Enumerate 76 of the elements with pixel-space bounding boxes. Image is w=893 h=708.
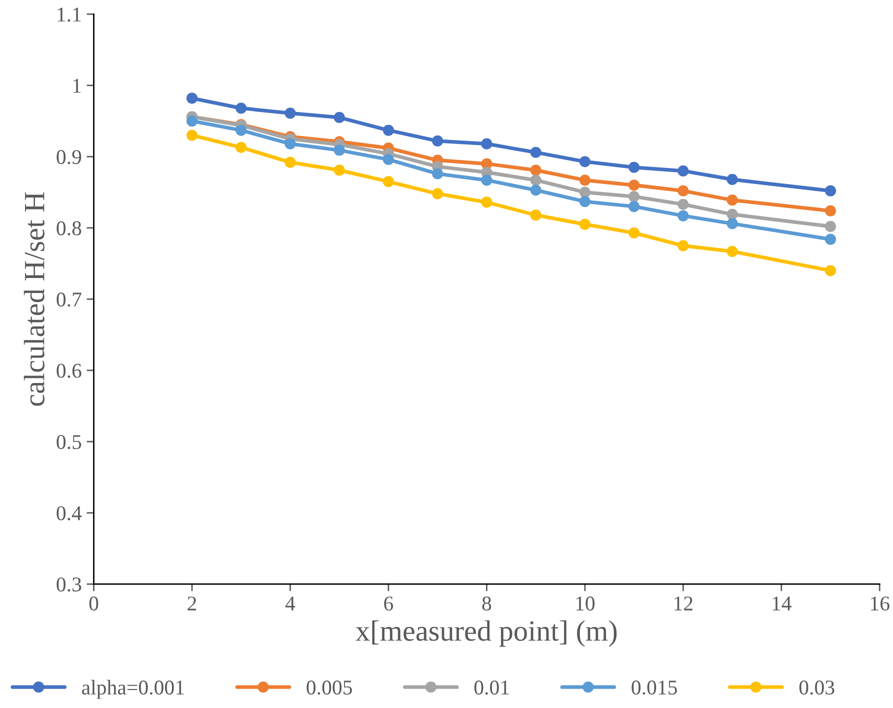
point: [481, 138, 492, 150]
point: [678, 198, 689, 210]
point: [726, 208, 738, 220]
x-tick-label: 14: [772, 596, 792, 610]
legend-label: 0.005: [306, 680, 352, 695]
point: [726, 194, 738, 206]
legend-label: 0.03: [799, 680, 834, 695]
point: [824, 185, 836, 196]
point: [530, 210, 542, 221]
point: [530, 164, 542, 176]
point: [678, 240, 689, 252]
point: [284, 108, 296, 119]
x-tick-label: 8: [482, 596, 492, 611]
point: [579, 218, 590, 230]
point: [236, 124, 247, 136]
point: [186, 130, 198, 141]
x-tick-label: 16: [871, 596, 890, 611]
x-tick-label: 4: [285, 596, 296, 610]
point: [678, 185, 689, 196]
point: [579, 196, 590, 208]
point: [236, 102, 247, 114]
point: [530, 146, 542, 158]
point: [579, 156, 590, 168]
y-tick-label: 1.1: [58, 8, 81, 22]
point: [628, 162, 640, 173]
y-tick-label: 0.5: [56, 434, 82, 450]
x-tick-label: 2: [188, 596, 196, 610]
point: [186, 115, 198, 127]
y-tick-label: 0.6: [56, 364, 82, 378]
point: [628, 190, 640, 202]
point: [824, 234, 836, 245]
point: [530, 174, 542, 186]
point: [824, 220, 836, 232]
point: [678, 165, 689, 176]
y-tick-label: 0.4: [56, 506, 82, 520]
y-tick-label: 0.7: [56, 292, 82, 307]
point: [579, 186, 590, 198]
point: [579, 174, 590, 186]
point: [432, 188, 444, 200]
point: [628, 180, 640, 191]
point: [334, 144, 345, 156]
point: [481, 196, 492, 208]
y-tick-label: 0.8: [56, 221, 82, 236]
y-tick-label: 1: [73, 78, 81, 93]
x-tick-label: 10: [576, 596, 595, 611]
point: [334, 112, 345, 124]
point: [824, 265, 836, 276]
point: [382, 176, 394, 188]
point: [678, 210, 689, 222]
x-tick-label: 0: [89, 596, 98, 611]
legend-label: alpha=0.001: [82, 680, 184, 699]
y-tick-label: 0.9: [56, 150, 82, 164]
point: [628, 227, 640, 238]
point: [382, 124, 394, 136]
x-tick-label: 6: [384, 596, 394, 611]
point: [726, 246, 738, 257]
x-tick-label: 12: [674, 596, 692, 610]
y-axis-title: calculated H/set H: [24, 192, 44, 406]
point: [726, 218, 738, 230]
legend-label: 0.015: [632, 680, 677, 695]
point: [432, 135, 444, 147]
point: [824, 205, 836, 216]
y-tick-label: 0.3: [56, 577, 82, 592]
point: [382, 154, 394, 166]
point: [481, 174, 492, 186]
point: [334, 164, 345, 176]
point: [284, 156, 296, 168]
point: [284, 138, 296, 150]
point: [530, 184, 542, 196]
point: [186, 92, 198, 104]
point: [236, 142, 247, 153]
x-axis-title: x[measured point] (m): [356, 620, 617, 647]
point: [432, 168, 444, 180]
point: [628, 200, 640, 212]
point: [726, 174, 738, 185]
legend-label: 0.01: [474, 680, 509, 695]
